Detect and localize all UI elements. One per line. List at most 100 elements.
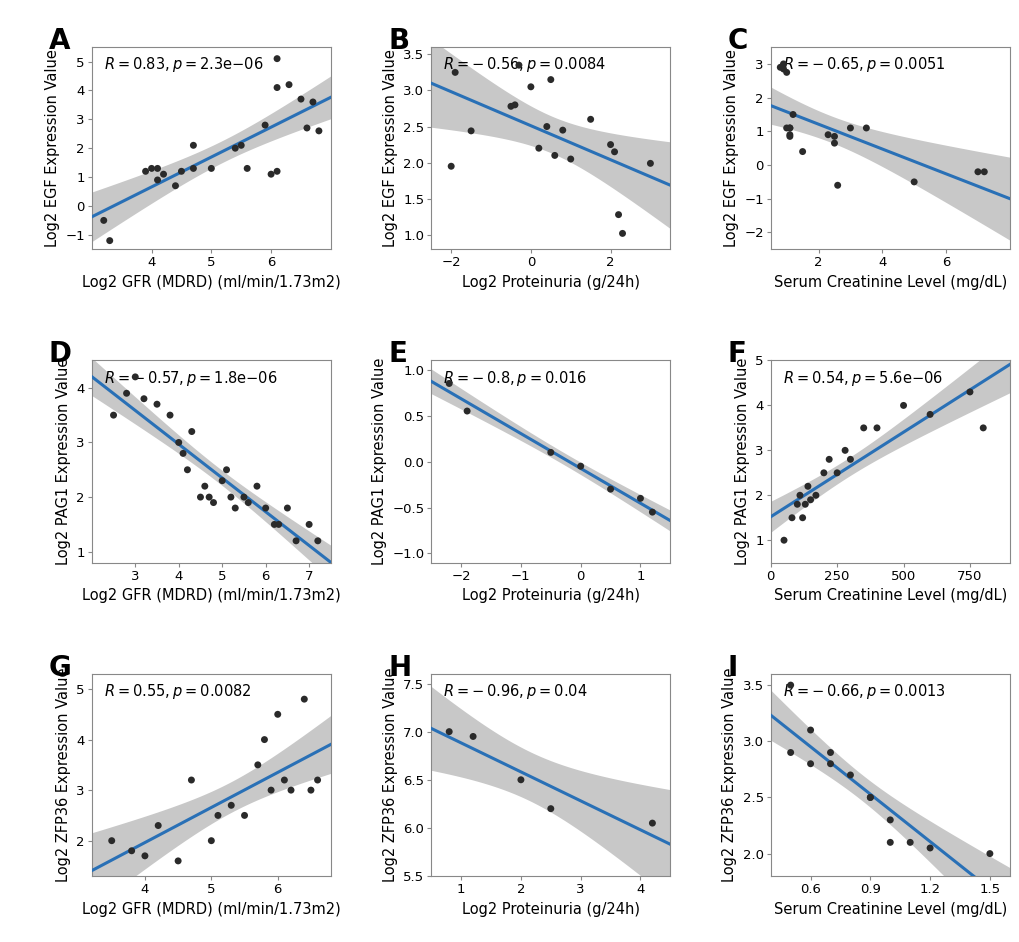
Point (554, 122, 571, 138)
Point (263, 167, 279, 182)
Point (774, 57, 791, 72)
Point (440, 376, 457, 391)
Point (582, 112, 598, 127)
Point (257, 118, 273, 133)
Point (842, 452, 858, 467)
Point (777, 65, 794, 80)
X-axis label: Log2 Proteinuria (g/24h): Log2 Proteinuria (g/24h) (462, 588, 639, 603)
Point (214, 473, 230, 488)
Point (236, 808, 253, 823)
Point (921, 840, 937, 855)
Point (465, 729, 481, 744)
Point (266, 517, 282, 532)
Text: H: H (388, 654, 411, 682)
Point (250, 757, 266, 772)
Point (263, 783, 279, 798)
Text: I: I (727, 654, 737, 682)
Text: F: F (727, 340, 746, 368)
Point (821, 756, 838, 771)
Point (542, 801, 558, 816)
Point (127, 369, 144, 384)
Point (868, 420, 884, 435)
Point (301, 517, 317, 532)
Point (791, 488, 807, 503)
Point (197, 479, 213, 494)
Point (249, 479, 265, 494)
Point (632, 491, 648, 506)
Point (279, 500, 296, 515)
Point (546, 148, 562, 163)
Point (256, 732, 272, 747)
Point (162, 408, 178, 423)
Point (802, 756, 818, 771)
Point (781, 129, 797, 144)
X-axis label: Serum Creatinine Level (mg/dL): Serum Creatinine Level (mg/dL) (772, 275, 1006, 290)
Text: E: E (388, 340, 407, 368)
Text: C: C (727, 27, 747, 55)
Point (774, 61, 791, 76)
Point (136, 391, 152, 406)
Text: B: B (388, 27, 409, 55)
Point (802, 493, 818, 508)
Point (239, 495, 256, 511)
Point (232, 138, 249, 153)
Point (463, 123, 479, 138)
Point (201, 490, 217, 505)
Point (861, 790, 877, 805)
Text: $R$ = − 0.56, $p$ = 0.0084: $R$ = − 0.56, $p$ = 0.0084 (443, 56, 606, 74)
Y-axis label: Log2 EGF Expression Value: Log2 EGF Expression Value (382, 49, 397, 247)
Point (238, 161, 255, 176)
X-axis label: Log2 GFR (MDRD) (ml/min/1.73m2): Log2 GFR (MDRD) (ml/min/1.73m2) (82, 588, 340, 603)
Point (167, 178, 183, 193)
Text: $R$ = 0.55, $p$ = 0.0082: $R$ = 0.55, $p$ = 0.0082 (104, 682, 251, 701)
Point (562, 152, 579, 167)
Point (276, 772, 292, 788)
Point (542, 72, 558, 87)
Point (174, 446, 191, 461)
Point (961, 384, 977, 399)
Point (901, 835, 917, 850)
Point (123, 843, 140, 858)
Point (542, 445, 558, 460)
X-axis label: Log2 Proteinuria (g/24h): Log2 Proteinuria (g/24h) (462, 275, 639, 290)
Point (974, 420, 990, 435)
Point (796, 496, 812, 512)
Point (783, 511, 799, 526)
Point (980, 846, 997, 861)
Point (921, 407, 937, 422)
Point (309, 772, 325, 788)
Point (837, 443, 853, 458)
Point (173, 164, 190, 179)
Point (602, 137, 619, 152)
Point (305, 94, 321, 109)
Point (170, 853, 186, 869)
Point (842, 768, 858, 783)
Point (819, 127, 836, 142)
Point (789, 496, 805, 512)
Point (446, 65, 463, 80)
Point (292, 91, 309, 106)
Point (138, 164, 154, 179)
Point (785, 107, 801, 122)
Point (155, 167, 171, 182)
Point (149, 172, 165, 187)
Point (222, 490, 238, 505)
Point (881, 835, 898, 850)
Point (459, 403, 475, 418)
Point (210, 808, 226, 823)
Point (895, 398, 911, 413)
Point (799, 479, 815, 494)
Point (183, 772, 200, 788)
Point (644, 816, 660, 831)
Point (144, 161, 160, 176)
Point (149, 161, 165, 176)
Point (613, 226, 630, 241)
Point (881, 812, 898, 827)
Point (781, 121, 797, 136)
Point (777, 121, 794, 136)
Point (150, 818, 166, 833)
Point (506, 97, 523, 112)
Y-axis label: Log2 PAG1 Expression Value: Log2 PAG1 Expression Value (734, 358, 749, 565)
Point (855, 420, 871, 435)
Point (821, 745, 838, 760)
